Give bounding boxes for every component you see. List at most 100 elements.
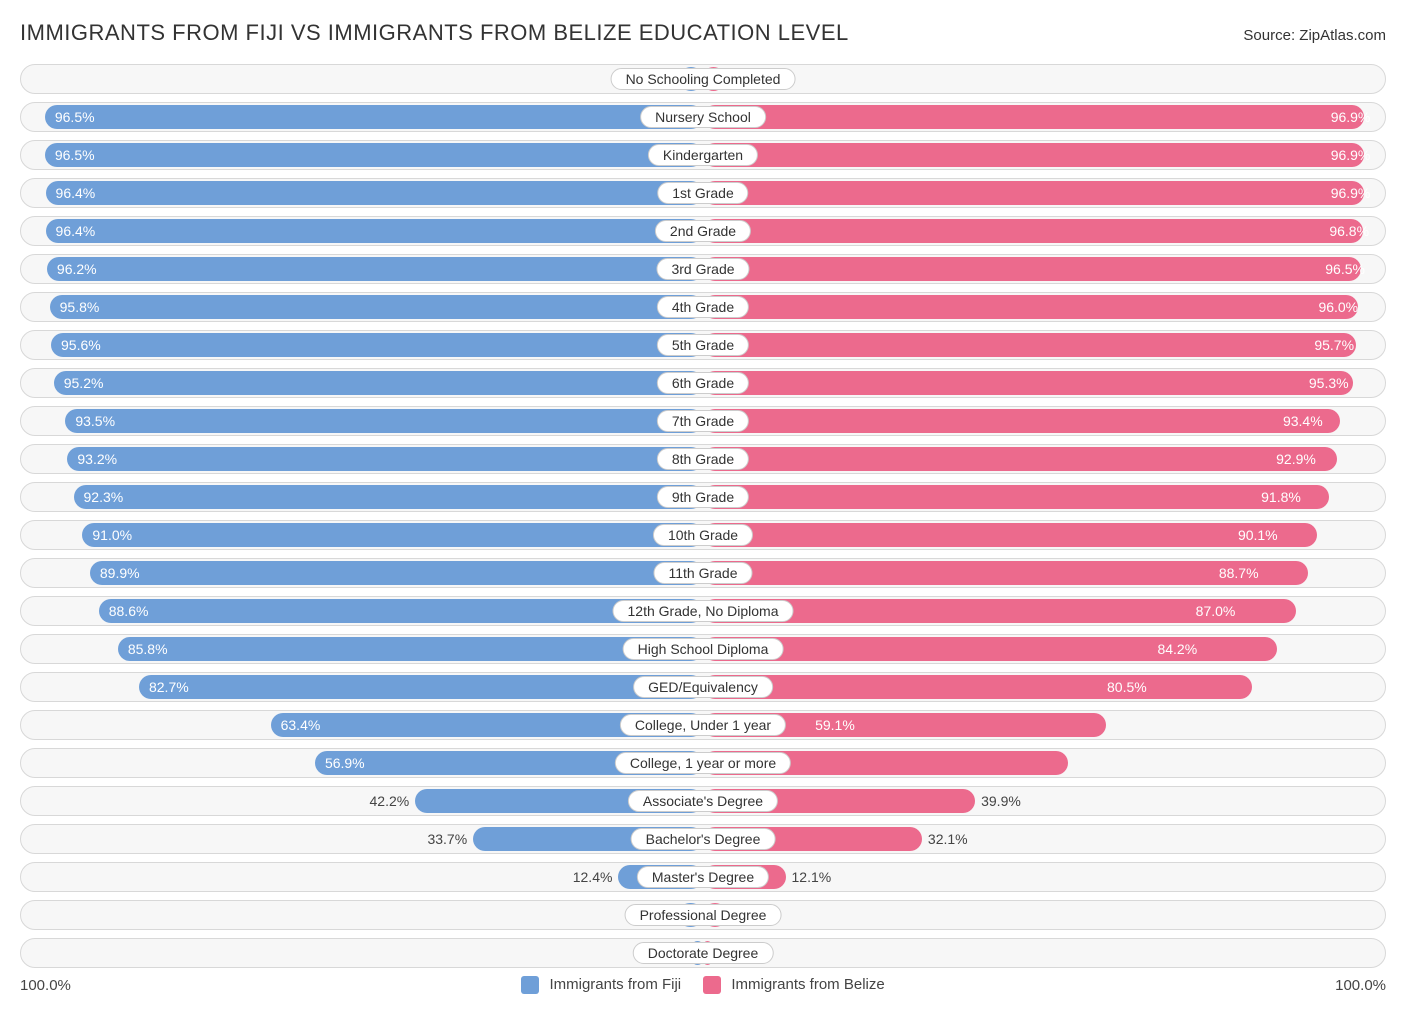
bar-left (45, 143, 703, 167)
bar-right (703, 295, 1358, 319)
bar-left (90, 561, 703, 585)
bar-right (703, 371, 1353, 395)
value-right: 93.4% (1283, 413, 1330, 429)
value-left: 88.6% (109, 603, 149, 619)
value-left: 85.8% (128, 641, 168, 657)
chart-row: 88.6% 87.0% 12th Grade, No Diploma (20, 596, 1386, 626)
axis-max-right: 100.0% (1335, 977, 1386, 994)
value-right: 87.0% (1196, 603, 1287, 619)
category-label: 9th Grade (657, 486, 749, 508)
value-right: 96.0% (1318, 299, 1347, 315)
chart-row: 96.5% 96.9% Nursery School (20, 102, 1386, 132)
chart-row: 89.9%88.7%11th Grade (20, 558, 1386, 588)
bar-left (51, 333, 703, 357)
chart-row: 91.0%90.1%10th Grade (20, 520, 1386, 550)
bar-left (118, 637, 703, 661)
category-label: 3rd Grade (656, 258, 749, 280)
bar-left (54, 371, 703, 395)
value-left: 93.2% (77, 451, 117, 467)
bar-left (50, 295, 703, 319)
bar-left (82, 523, 703, 547)
category-label: Professional Degree (625, 904, 782, 926)
value-right: 96.9% (1331, 109, 1354, 125)
value-right: 80.5% (1107, 679, 1242, 695)
value-right: 84.2% (1157, 641, 1267, 657)
value-left: 42.2% (370, 793, 410, 809)
category-label: 11th Grade (653, 562, 752, 584)
bar-right (703, 333, 1356, 357)
axis-max-left: 100.0% (20, 977, 71, 994)
bar-left (46, 181, 703, 205)
bar-right (703, 447, 1337, 471)
chart-title: IMMIGRANTS FROM FIJI VS IMMIGRANTS FROM … (20, 20, 849, 46)
diverging-bar-chart: 3.5%3.1%No Schooling Completed96.5%96.9%… (20, 64, 1386, 968)
value-right: 91.8% (1261, 489, 1319, 505)
chart-row: 42.2% 39.9% Associate's Degree (20, 786, 1386, 816)
chart-row: 96.2% 96.5% 3rd Grade (20, 254, 1386, 284)
value-left: 96.5% (55, 109, 95, 125)
value-left: 96.4% (56, 223, 96, 239)
bar-left (74, 485, 703, 509)
bar-left (46, 219, 703, 243)
value-left: 63.4% (281, 717, 321, 733)
chart-row: 95.2%95.3%6th Grade (20, 368, 1386, 398)
chart-row: 92.3% 91.8% 9th Grade (20, 482, 1386, 512)
source: Source: ZipAtlas.com (1243, 27, 1386, 44)
bar-left (45, 105, 703, 129)
value-left: 92.3% (84, 489, 124, 505)
value-right: 96.9% (1331, 185, 1354, 201)
bar-left (65, 409, 703, 433)
bar-left (47, 257, 703, 281)
category-label: 7th Grade (657, 410, 749, 432)
category-label: Nursery School (640, 106, 766, 128)
bar-right (703, 219, 1363, 243)
value-left: 95.2% (64, 375, 104, 391)
chart-row: 93.2%92.9%8th Grade (20, 444, 1386, 474)
value-right: 32.1% (928, 831, 968, 847)
bar-right (703, 409, 1340, 433)
category-label: 5th Grade (657, 334, 749, 356)
value-left: 96.2% (57, 261, 97, 277)
value-left: 56.9% (325, 755, 365, 771)
value-left: 89.9% (100, 565, 140, 581)
chart-row: 95.8%96.0%4th Grade (20, 292, 1386, 322)
bar-left (67, 447, 703, 471)
bar-right (703, 523, 1317, 547)
category-label: Bachelor's Degree (631, 828, 776, 850)
source-label: Source: (1243, 27, 1295, 44)
value-right: 96.5% (1325, 261, 1351, 277)
chart-row: 95.6%95.7%5th Grade (20, 330, 1386, 360)
value-right: 39.9% (981, 793, 1021, 809)
value-left: 91.0% (92, 527, 132, 543)
value-right: 12.1% (792, 869, 832, 885)
category-label: GED/Equivalency (633, 676, 773, 698)
chart-row: 12.4%12.1%Master's Degree (20, 862, 1386, 892)
chart-row: 3.7%3.5%Professional Degree (20, 900, 1386, 930)
category-label: 1st Grade (657, 182, 748, 204)
value-left: 93.5% (75, 413, 115, 429)
chart-row: 82.7%80.5%GED/Equivalency (20, 672, 1386, 702)
category-label: Associate's Degree (628, 790, 778, 812)
category-label: 10th Grade (653, 524, 753, 546)
legend-item-right: Immigrants from Belize (703, 976, 885, 994)
category-label: 12th Grade, No Diploma (613, 600, 794, 622)
value-right: 59.1% (815, 717, 1096, 733)
category-label: 4th Grade (657, 296, 749, 318)
bar-left (139, 675, 703, 699)
value-right: 92.9% (1276, 451, 1326, 467)
value-left: 33.7% (427, 831, 467, 847)
category-label: 2nd Grade (655, 220, 751, 242)
value-right: 96.8% (1329, 223, 1353, 239)
chart-row: 93.5% 93.4% 7th Grade (20, 406, 1386, 436)
bar-right (703, 561, 1308, 585)
source-value: ZipAtlas.com (1299, 27, 1386, 44)
value-right: 96.9% (1331, 147, 1354, 163)
value-right: 95.3% (1309, 375, 1343, 391)
bar-right (703, 143, 1364, 167)
bar-right (703, 181, 1364, 205)
category-label: College, Under 1 year (620, 714, 786, 736)
category-label: High School Diploma (623, 638, 784, 660)
chart-row: 63.4% 59.1% College, Under 1 year (20, 710, 1386, 740)
value-left: 96.5% (55, 147, 95, 163)
category-label: Master's Degree (637, 866, 769, 888)
